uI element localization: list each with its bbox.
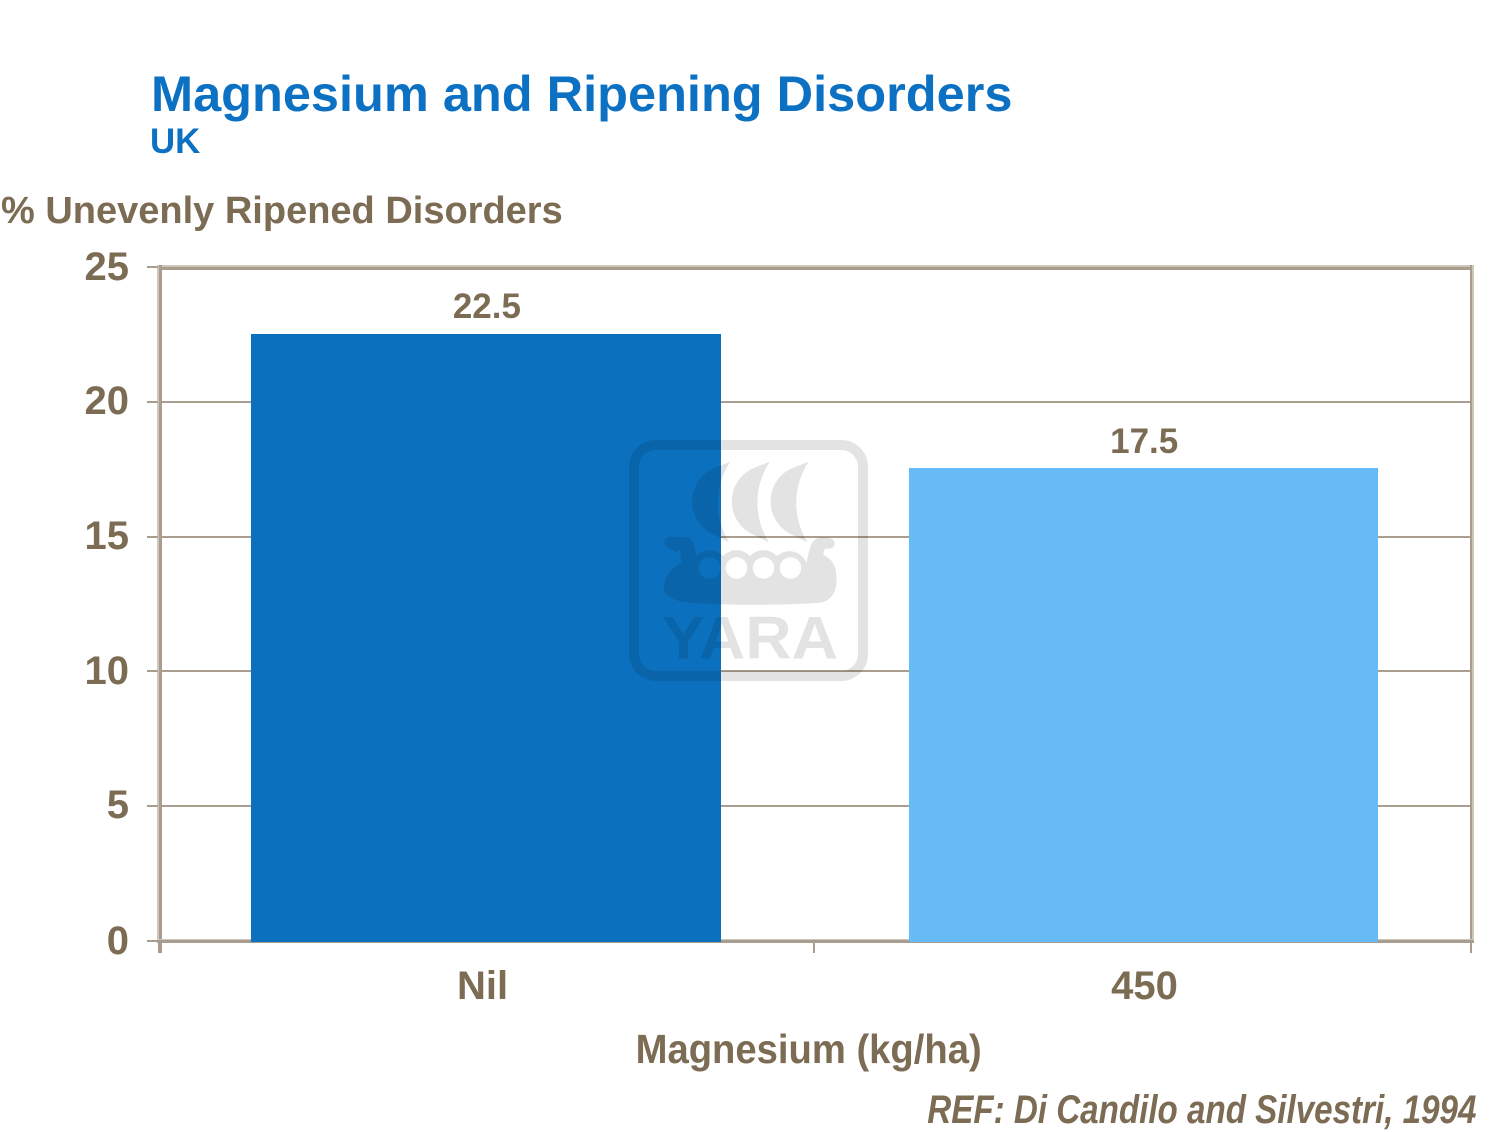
svg-text:YARA: YARA (662, 604, 838, 671)
